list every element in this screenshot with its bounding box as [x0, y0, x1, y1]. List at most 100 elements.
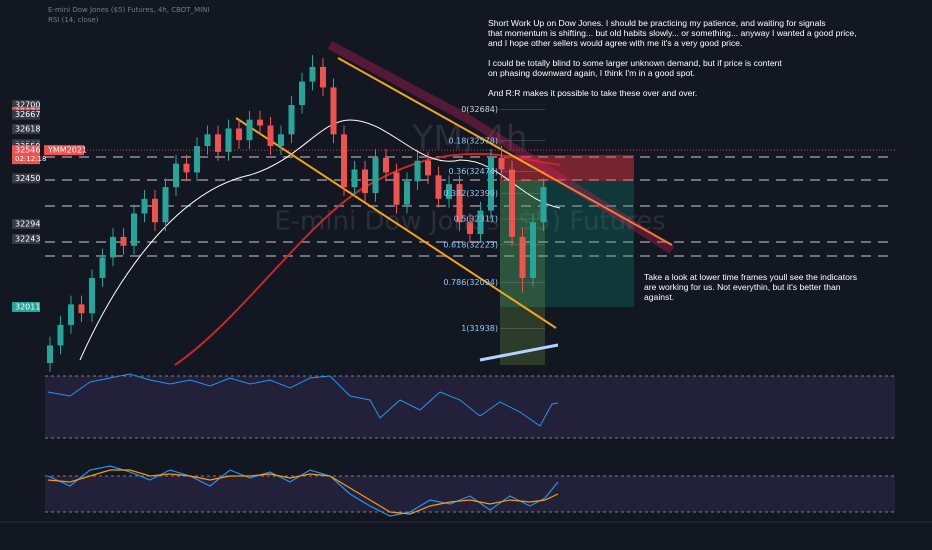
candle-body: [509, 169, 515, 237]
candle-body: [152, 198, 158, 223]
candle-body: [246, 119, 253, 141]
text-line: And R:R makes it possible to take these …: [488, 88, 698, 98]
text-line: Short Work Up on Dow Jones. I should be …: [488, 18, 826, 28]
text-line: and I hope other sellers would agree wit…: [488, 38, 743, 48]
text-line: against.: [644, 292, 675, 302]
channel-top: [337, 57, 673, 246]
candle-body: [404, 181, 410, 205]
fib-label: 1(31938): [461, 324, 498, 333]
candle-body: [288, 105, 295, 135]
candle-body: [330, 87, 337, 135]
channel-bottom: [235, 117, 557, 329]
candle-body: [120, 236, 127, 246]
candle-body: [383, 157, 389, 173]
fib-label: 0.786(32094): [443, 278, 498, 287]
price-label-bg: [12, 173, 40, 184]
legend: E-mini Dow Jones ($5) Futures, 4h, CBOT_…: [48, 5, 210, 25]
candle-body: [99, 257, 106, 278]
candle-body: [425, 160, 431, 176]
price-label: 32667: [15, 110, 40, 119]
fib-labels: 0(32684) 0.18(32578) 0.36(32474) 0.382(3239…: [443, 105, 545, 333]
text-line: that momentum is shifting... but old hab…: [488, 28, 857, 38]
candle-body: [47, 345, 53, 364]
candle-body: [540, 187, 547, 223]
candle-body: [57, 324, 64, 346]
ma-fast: [79, 119, 561, 361]
candle-body: [194, 146, 200, 173]
candle-body: [68, 304, 74, 325]
candle-body: [110, 236, 116, 258]
fib-label: 0.18(32578): [448, 136, 498, 145]
candle-body: [446, 184, 452, 199]
annotation-bottom: Take a look at lower time frames youll s…: [644, 272, 857, 302]
symbol-tag: YMM2021: [47, 146, 87, 155]
text-line: on phasing downward again, I think I'm i…: [488, 68, 696, 78]
price-label-bg: [12, 100, 40, 110]
fib-label: 0.382(32399): [443, 189, 498, 198]
candle-body: [498, 157, 505, 170]
candle-body: [414, 160, 421, 182]
candle-body: [131, 213, 137, 246]
candle-body: [257, 119, 263, 126]
fib-label: 0.5(32311): [454, 215, 498, 224]
candle-body: [456, 184, 463, 223]
text-line: Take a look at lower time frames youll s…: [644, 272, 858, 282]
candle-body: [488, 157, 494, 211]
candle-body: [341, 134, 347, 188]
stoch-k: [47, 465, 559, 517]
candle-body: [362, 169, 368, 193]
current-price-bg: [12, 145, 40, 165]
candle-body: [351, 169, 358, 188]
candle-body: [173, 163, 179, 188]
projection: [479, 343, 559, 362]
price-label: 32294: [15, 220, 40, 229]
fib-label: 0.618(32223): [443, 240, 498, 249]
candle-body: [267, 125, 274, 147]
annotation-top: Short Work Up on Dow Jones. I should be …: [488, 18, 857, 108]
price-label: 32700: [15, 101, 40, 110]
candle-body: [372, 157, 379, 193]
price-label: 32450: [15, 174, 40, 183]
price-label: 32618: [15, 125, 40, 134]
text-line: are working for us. Not everythin, but i…: [644, 282, 841, 292]
fib-label: 0.36(32474): [448, 167, 498, 176]
candle-body: [204, 134, 211, 147]
candle-body: [278, 134, 284, 147]
countdown: 02:12:18: [15, 155, 46, 163]
price-label-bg: [12, 302, 40, 313]
candle-body: [78, 304, 85, 314]
rsi-line: [47, 373, 559, 427]
candle-body: [162, 187, 169, 223]
text-line: I could be totally blind to some larger …: [488, 58, 782, 68]
candle-body: [477, 210, 484, 235]
paragraph: I could be totally blind to some larger …: [488, 58, 857, 78]
stoch-band: [45, 476, 895, 512]
watermark-symbol: YM, 4h: [412, 119, 528, 159]
candle-body: [141, 198, 148, 214]
candle-body: [519, 236, 526, 278]
price-label: 32011: [15, 303, 40, 312]
candle-body: [89, 277, 95, 314]
resistance-band: [327, 41, 675, 254]
symbol-tag-bg: [44, 145, 84, 156]
paragraph: Short Work Up on Dow Jones. I should be …: [488, 18, 857, 48]
stoch-d: [47, 469, 559, 515]
candle-body: [215, 134, 221, 152]
price-label-bg: [12, 233, 40, 244]
price-label-bg: [12, 124, 40, 135]
candle-body: [299, 81, 305, 105]
candle-body: [393, 172, 400, 205]
fib-label: 0(32684): [461, 105, 498, 114]
price-axis: 3270032676326673261832566325593245032294…: [12, 100, 895, 313]
candles: [47, 55, 547, 372]
candle-body: [183, 163, 190, 173]
current-price: 32546: [15, 146, 40, 155]
price-label: 32243: [15, 234, 40, 243]
candle-body: [309, 66, 316, 82]
candle-body: [320, 66, 326, 88]
candle-body: [467, 222, 473, 235]
candle-body: [236, 128, 242, 141]
